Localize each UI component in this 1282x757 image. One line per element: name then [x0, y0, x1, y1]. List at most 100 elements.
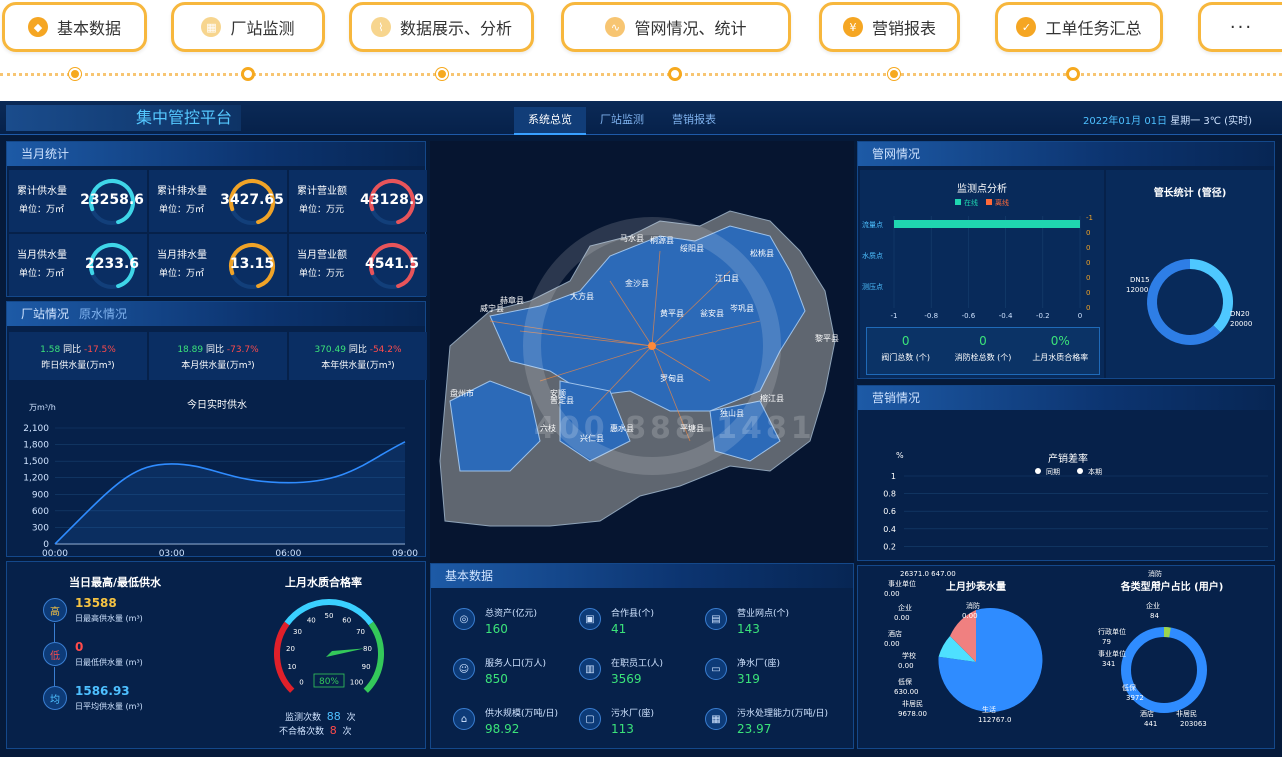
- raw-water-tab[interactable]: 原水情况: [79, 307, 128, 321]
- nav-tab-task-summary[interactable]: ✓ 工单任务汇总: [995, 2, 1163, 52]
- series-area: [55, 441, 405, 544]
- panel-title: 管网情况: [858, 142, 1274, 166]
- yoy-label: 同比: [63, 345, 82, 355]
- y-tick-label: 0: [43, 540, 49, 550]
- slice-value: 112767.0: [978, 716, 1011, 724]
- chart-title: 管长统计 (管径): [1154, 186, 1227, 199]
- basic-data-item: ▥ 在职员工(人) 3569: [579, 656, 663, 686]
- slice-value: 0.00: [884, 590, 900, 598]
- map-area[interactable]: 马水县 桐源县 绥阳县 松桃县 金沙县 赫章县 威宁县 大方县 江口县 岑巩县 瓮安县 黄平县 黎平县盘…: [430, 141, 854, 593]
- chart-title: 监测点分析: [957, 182, 1007, 195]
- county-label: 罗甸县: [660, 373, 684, 383]
- timeline-dot: [436, 68, 448, 80]
- stat-gauge: [369, 243, 415, 289]
- supply-icon: ⌂: [453, 708, 475, 730]
- yoy-value: 370.49: [314, 345, 346, 355]
- stat-card[interactable]: 累计供水量 单位：万㎡ 23258.6: [9, 170, 147, 232]
- tab-overview[interactable]: 系统总览: [514, 107, 586, 135]
- county-label: 平塘县: [680, 423, 704, 433]
- level-badge: 高: [43, 598, 67, 622]
- y-tick-label: 300: [32, 523, 49, 533]
- platform-title: 集中管控平台: [6, 105, 241, 131]
- nav-tab-pipe-network[interactable]: ∿ 管网情况、统计: [561, 2, 791, 52]
- county-label: 瓮安县: [700, 308, 724, 318]
- flow-line: [489, 320, 653, 347]
- station-panel: 厂站情况 原水情况 1.58 同比 -17.5% 昨日供水量(万m³) 18.89 同…: [6, 301, 427, 558]
- gauge-tick-label: 70: [356, 628, 365, 636]
- flow-line: [651, 320, 761, 347]
- yoy-card: 370.49 同比 -54.2% 本年供水量(万m³): [289, 332, 427, 380]
- yoy-card: 18.89 同比 -73.7% 本月供水量(万m³): [149, 332, 287, 380]
- series-line: [54, 441, 406, 545]
- task-icon: ✓: [1016, 17, 1037, 37]
- legend-marker: [1035, 468, 1041, 474]
- slice-label: 事业单位: [1098, 649, 1126, 658]
- gauge-arc: [89, 243, 135, 289]
- gauge-tick-label: 50: [325, 612, 334, 620]
- checks-value: 88: [326, 710, 341, 723]
- county-label: 惠水县: [610, 423, 634, 433]
- county-label: 江口县: [715, 274, 739, 283]
- slice-label: 酒店: [1140, 709, 1154, 718]
- basic-data-label: 在职员工(人): [611, 659, 664, 669]
- stat-card[interactable]: 当月供水量 单位：万㎡ 2233.6: [9, 234, 147, 296]
- timeline-dot: [888, 68, 900, 80]
- minmax-title: 当日最高/最低供水: [69, 576, 162, 589]
- nav-more-button[interactable]: ···: [1198, 2, 1282, 52]
- stat-label: 累计营业额: [297, 186, 347, 197]
- tab-station[interactable]: 厂站监测: [600, 113, 644, 126]
- county-label: 六枝: [540, 423, 556, 433]
- level-value: 1586.93: [75, 684, 130, 698]
- y-tick-label: 2,100: [23, 424, 49, 434]
- gauge-value: 80%: [319, 677, 339, 687]
- building-icon: ▣: [579, 608, 601, 630]
- level-badge: 均: [43, 686, 67, 710]
- date-text: 2022年01月 01日: [1082, 116, 1168, 127]
- stat-gauge: [229, 179, 275, 225]
- yoy-label: 同比: [205, 345, 224, 355]
- nav-tab-data-analysis[interactable]: ⌇ 数据展示、分析: [349, 2, 534, 52]
- gauge-band-green: [363, 621, 384, 693]
- nav-tab-sales-report[interactable]: ¥ 营销报表: [819, 2, 960, 52]
- slice-label: 学校: [902, 651, 916, 660]
- slice-value: 25: [1152, 580, 1161, 588]
- basic-data-text: 净水厂(座) 319: [737, 656, 780, 686]
- tab-sales[interactable]: 营销报表: [672, 113, 716, 126]
- stat-card[interactable]: 累计排水量 单位：万㎡ 3427.65: [149, 170, 287, 232]
- stat-card[interactable]: 当月排水量 单位：万㎡ 13.15: [149, 234, 287, 296]
- x-tick-label: -1: [891, 312, 898, 320]
- dashboard-tabs: 系统总览 厂站监测 营销报表: [514, 107, 730, 135]
- asset-icon: ◎: [453, 608, 475, 630]
- slice-label: 酒店: [888, 629, 902, 638]
- monitor-box: 监测点分析 在线 离线 -1 -0.8 -0.6 -0.4 -0.2 0 流量点 水质点 测压点 -1 0…: [860, 170, 1104, 378]
- gauge-tick-label: 80: [363, 645, 372, 653]
- slice-value: 441: [1144, 720, 1157, 728]
- slice-label: DN20: [1230, 310, 1250, 318]
- stat-unit: 单位：万元: [299, 269, 345, 279]
- slice-label: 低保: [1122, 683, 1136, 692]
- pipe-stat: 0% 上月水质合格率: [1022, 328, 1099, 374]
- nav-tab-basic-data[interactable]: ◆ 基本数据: [2, 2, 147, 52]
- basic-data-value: 41: [611, 622, 627, 636]
- slice-label: 企业: [898, 603, 912, 612]
- timeline-dot: [69, 68, 81, 80]
- gauge-needle: [326, 648, 365, 657]
- county-label: 兴仁县: [580, 433, 604, 443]
- fails-line: 不合格次数 8 次: [279, 724, 352, 737]
- panel-title: 基本数据: [431, 564, 853, 588]
- stat-card[interactable]: 累计营业额 单位：万元 43128.9: [289, 170, 427, 232]
- nav-tab-station-monitor[interactable]: ▦ 厂站监测: [171, 2, 325, 52]
- stat-card[interactable]: 当月营业额 单位：万元 4541.5: [289, 234, 427, 296]
- nav-tab-label: 数据展示、分析: [399, 19, 512, 38]
- gauge-tick-label: 20: [286, 645, 295, 653]
- station-tab[interactable]: 厂站情况: [21, 307, 70, 321]
- minmax-panel: 当日最高/最低供水 高 13588 日最高供水量 (m³) 低 0 日最低供水量 (m³)…: [6, 561, 426, 749]
- chart-title: 产销差率: [1048, 452, 1088, 465]
- donut-slice: [1147, 259, 1221, 345]
- factory-icon: ▦: [201, 17, 222, 37]
- x-tick-label: -0.4: [999, 312, 1013, 320]
- stat-label: 累计排水量: [157, 186, 207, 197]
- people-icon: ☺: [453, 658, 475, 680]
- county-label: 绥阳县: [680, 243, 704, 253]
